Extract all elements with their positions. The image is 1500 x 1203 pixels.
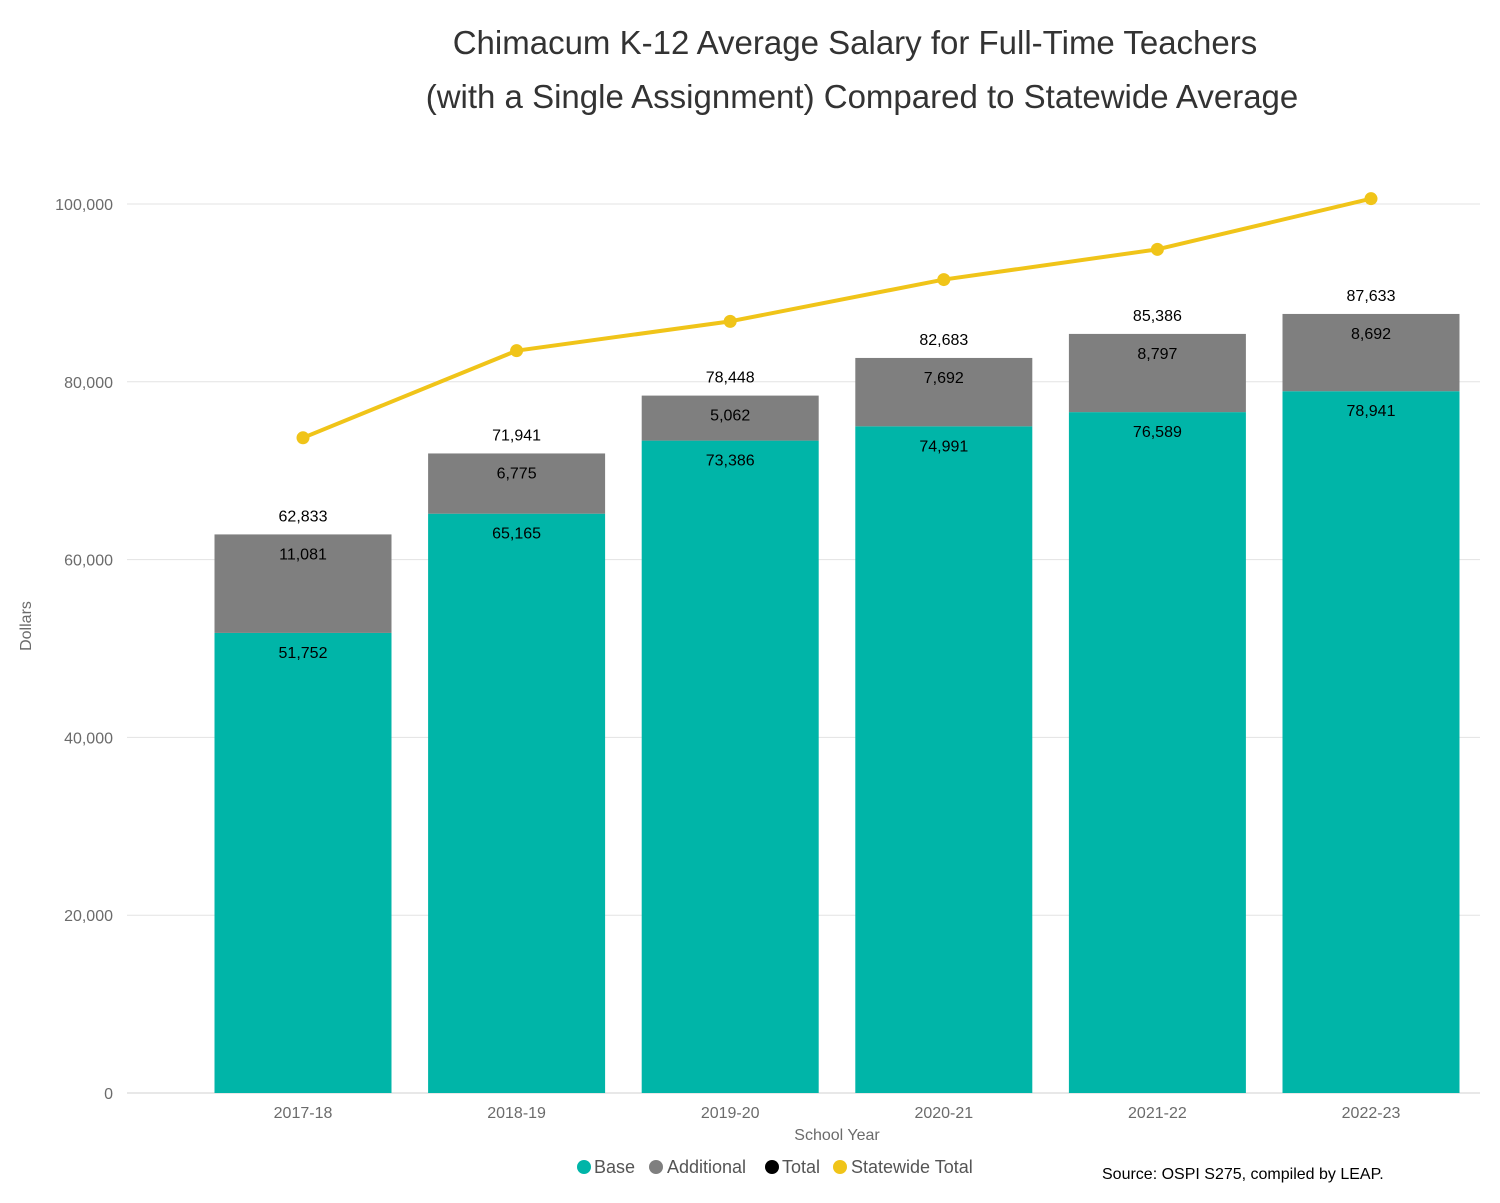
x-axis-title: School Year <box>794 1127 880 1144</box>
statewide-total-point <box>296 431 310 445</box>
statewide-total-line <box>302 196 1372 440</box>
data-label-base: 73,386 <box>706 453 755 470</box>
legend-label-additional: Additional <box>667 1157 746 1177</box>
chart-title-line-2: (with a Single Assignment) Compared to S… <box>426 78 1299 115</box>
data-label-total: 85,386 <box>1133 308 1182 325</box>
statewide-total-point <box>723 314 737 328</box>
bar-base <box>855 426 1033 1093</box>
legend-swatch-base <box>577 1160 591 1174</box>
data-label-base: 51,752 <box>279 645 328 662</box>
data-label-base: 78,941 <box>1347 403 1396 420</box>
y-tick-label: 100,000 <box>55 197 113 214</box>
data-label-total: 71,941 <box>492 427 541 444</box>
bar-additional <box>428 453 606 514</box>
y-axis-ticks: 0 20,000 40,000 60,000 80,000 100,000 <box>55 197 113 1103</box>
bar-additional <box>1282 313 1460 392</box>
data-label-base: 65,165 <box>492 526 541 543</box>
bar-base <box>1068 412 1246 1093</box>
x-tick-label: 2018-19 <box>487 1105 546 1122</box>
data-label-total: 62,833 <box>279 508 328 525</box>
data-label-additional: 6,775 <box>497 465 537 482</box>
bars <box>214 313 1460 1094</box>
bar-base <box>214 632 392 1093</box>
data-label-total: 82,683 <box>919 332 968 349</box>
legend: Base Additional Total Statewide Total <box>577 1157 973 1177</box>
legend-swatch-statewide-total <box>833 1160 847 1174</box>
y-tick-label: 60,000 <box>64 553 113 570</box>
y-tick-label: 40,000 <box>64 730 113 747</box>
data-label-total: 78,448 <box>706 370 755 387</box>
source-note: Source: OSPI S275, compiled by LEAP. <box>1102 1166 1384 1183</box>
data-label-total: 87,633 <box>1347 288 1396 305</box>
x-tick-label: 2021-22 <box>1128 1105 1187 1122</box>
data-labels: 51,752 11,081 62,833 65,165 6,775 71,941 73,38… <box>279 288 1396 662</box>
data-label-additional: 5,062 <box>710 408 750 425</box>
x-tick-label: 2020-21 <box>914 1105 973 1122</box>
x-tick-label: 2019-20 <box>701 1105 760 1122</box>
data-label-additional: 11,081 <box>279 546 327 563</box>
statewide-total-point <box>1364 192 1378 206</box>
bar-additional <box>641 395 819 441</box>
data-label-additional: 7,692 <box>924 370 964 387</box>
x-axis-ticks: 2017-18 2018-19 2019-20 2020-21 2021-22 2022-… <box>274 1105 1401 1122</box>
data-label-base: 76,589 <box>1133 424 1182 441</box>
y-tick-label: 80,000 <box>64 375 113 392</box>
bar-base <box>641 440 819 1093</box>
bar-base <box>1282 391 1460 1094</box>
legend-label-statewide-total: Statewide Total <box>851 1157 973 1177</box>
data-label-additional: 8,797 <box>1137 346 1177 363</box>
legend-label-total: Total <box>782 1157 820 1177</box>
y-tick-label: 0 <box>104 1086 113 1103</box>
data-label-additional: 8,692 <box>1351 326 1391 343</box>
bar-base <box>428 513 606 1093</box>
x-tick-label: 2017-18 <box>274 1105 333 1122</box>
chart-title-line-1: Chimacum K-12 Average Salary for Full-Ti… <box>453 24 1258 61</box>
bar-additional <box>855 357 1033 427</box>
statewide-total-point <box>937 273 951 287</box>
statewide-total-point <box>1150 242 1164 256</box>
statewide-total-point <box>510 344 524 358</box>
legend-swatch-additional <box>649 1160 663 1174</box>
legend-swatch-total <box>765 1160 779 1174</box>
bar-additional <box>214 534 392 633</box>
data-label-base: 74,991 <box>919 438 968 455</box>
bar-additional <box>1068 333 1246 413</box>
statewide-line-layer <box>296 192 1378 445</box>
y-tick-label: 20,000 <box>64 908 113 925</box>
y-axis-title: Dollars <box>18 601 35 651</box>
legend-label-base: Base <box>594 1157 635 1177</box>
x-tick-label: 2022-23 <box>1342 1105 1401 1122</box>
